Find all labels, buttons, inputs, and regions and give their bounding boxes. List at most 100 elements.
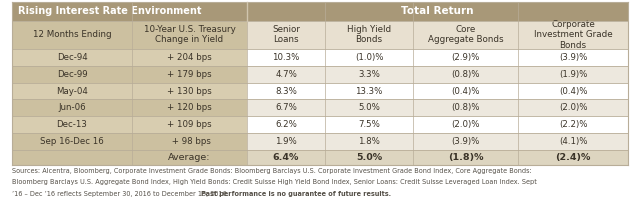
Bar bbox=[132, 83, 247, 99]
Text: 4.7%: 4.7% bbox=[275, 70, 297, 79]
Bar bbox=[12, 49, 132, 66]
Text: + 130 bps: + 130 bps bbox=[167, 86, 212, 95]
Bar bbox=[413, 99, 518, 116]
Text: (0.8)%: (0.8)% bbox=[451, 70, 480, 79]
Text: (2.4)%: (2.4)% bbox=[556, 153, 591, 162]
Text: + 98 bps: + 98 bps bbox=[168, 137, 211, 146]
Bar bbox=[247, 49, 325, 66]
Text: Core
Aggregate Bonds: Core Aggregate Bonds bbox=[428, 25, 503, 44]
Bar bbox=[132, 66, 247, 83]
Bar bbox=[325, 83, 413, 99]
Text: Total Return: Total Return bbox=[401, 6, 474, 16]
Text: May-04: May-04 bbox=[56, 86, 88, 95]
Text: 12 Months Ending: 12 Months Ending bbox=[33, 30, 111, 39]
Bar bbox=[413, 116, 518, 133]
Text: (0.4)%: (0.4)% bbox=[451, 86, 480, 95]
Bar bbox=[132, 21, 247, 49]
Bar bbox=[518, 49, 628, 66]
Text: (0.8)%: (0.8)% bbox=[451, 103, 480, 112]
Bar bbox=[325, 49, 413, 66]
Text: 7.5%: 7.5% bbox=[358, 120, 380, 129]
Bar bbox=[12, 66, 132, 83]
Text: (1.9)%: (1.9)% bbox=[559, 70, 587, 79]
Text: 10.3%: 10.3% bbox=[272, 53, 300, 62]
Text: (2.0)%: (2.0)% bbox=[451, 120, 480, 129]
Text: 3.3%: 3.3% bbox=[358, 70, 380, 79]
Bar bbox=[247, 21, 325, 49]
Text: 6.7%: 6.7% bbox=[275, 103, 297, 112]
Text: + 120 bps: + 120 bps bbox=[167, 103, 212, 112]
Text: Rising Interest Rate Environment: Rising Interest Rate Environment bbox=[18, 6, 202, 16]
Text: Past performance is no guarantee of future results.: Past performance is no guarantee of futu… bbox=[201, 191, 391, 197]
Bar bbox=[413, 49, 518, 66]
Text: Dec-99: Dec-99 bbox=[57, 70, 87, 79]
Bar bbox=[325, 66, 413, 83]
Text: 5.0%: 5.0% bbox=[356, 153, 382, 162]
Bar bbox=[518, 133, 628, 150]
Text: (3.9)%: (3.9)% bbox=[559, 53, 587, 62]
Bar bbox=[247, 66, 325, 83]
Bar bbox=[325, 116, 413, 133]
Text: Sources: Alcentra, Bloomberg, Corporate Investment Grade Bonds: Bloomberg Barcla: Sources: Alcentra, Bloomberg, Corporate … bbox=[12, 168, 532, 174]
Bar bbox=[518, 99, 628, 116]
Text: Average:: Average: bbox=[168, 153, 211, 162]
Text: + 204 bps: + 204 bps bbox=[167, 53, 212, 62]
Text: 6.4%: 6.4% bbox=[273, 153, 299, 162]
Text: Dec-94: Dec-94 bbox=[56, 53, 88, 62]
Bar bbox=[518, 66, 628, 83]
Bar bbox=[247, 2, 628, 21]
Bar bbox=[413, 133, 518, 150]
Text: Bloomberg Barclays U.S. Aggregate Bond Index, High Yield Bonds: Credit Suisse Hi: Bloomberg Barclays U.S. Aggregate Bond I… bbox=[12, 179, 537, 185]
Text: Sep 16-Dec 16: Sep 16-Dec 16 bbox=[40, 137, 104, 146]
Bar bbox=[132, 49, 247, 66]
Text: Corporate
Investment Grade
Bonds: Corporate Investment Grade Bonds bbox=[534, 20, 612, 50]
Text: Senior
Loans: Senior Loans bbox=[272, 25, 300, 44]
Text: (3.9)%: (3.9)% bbox=[451, 137, 480, 146]
Bar bbox=[12, 133, 132, 150]
Text: (1.0)%: (1.0)% bbox=[355, 53, 383, 62]
Text: 5.0%: 5.0% bbox=[358, 103, 380, 112]
Bar bbox=[12, 2, 247, 21]
Bar bbox=[413, 83, 518, 99]
Bar bbox=[132, 150, 247, 165]
Text: 1.9%: 1.9% bbox=[275, 137, 297, 146]
Text: + 179 bps: + 179 bps bbox=[167, 70, 212, 79]
Text: (2.2)%: (2.2)% bbox=[559, 120, 588, 129]
Bar bbox=[12, 116, 132, 133]
Bar bbox=[247, 150, 325, 165]
Text: + 109 bps: + 109 bps bbox=[167, 120, 212, 129]
Bar bbox=[325, 133, 413, 150]
Bar bbox=[132, 133, 247, 150]
Bar bbox=[247, 116, 325, 133]
Text: (4.1)%: (4.1)% bbox=[559, 137, 588, 146]
Bar bbox=[413, 21, 518, 49]
Bar bbox=[518, 83, 628, 99]
Text: 8.3%: 8.3% bbox=[275, 86, 297, 95]
Text: ’16 – Dec ’16 reflects September 30, 2016 to December 15, 2016.: ’16 – Dec ’16 reflects September 30, 201… bbox=[12, 191, 231, 197]
Bar bbox=[325, 150, 413, 165]
Text: 10-Year U.S. Treasury
Change in Yield: 10-Year U.S. Treasury Change in Yield bbox=[143, 25, 236, 44]
Bar bbox=[12, 83, 132, 99]
Text: 1.8%: 1.8% bbox=[358, 137, 380, 146]
Bar bbox=[413, 66, 518, 83]
Bar bbox=[247, 133, 325, 150]
Bar bbox=[247, 99, 325, 116]
Bar bbox=[325, 21, 413, 49]
Text: (2.0)%: (2.0)% bbox=[559, 103, 588, 112]
Text: (2.9)%: (2.9)% bbox=[451, 53, 480, 62]
Bar bbox=[12, 150, 132, 165]
Bar bbox=[12, 21, 132, 49]
Bar bbox=[518, 116, 628, 133]
Bar bbox=[12, 99, 132, 116]
Text: Dec-13: Dec-13 bbox=[56, 120, 88, 129]
Text: (0.4)%: (0.4)% bbox=[559, 86, 588, 95]
Text: Jun-06: Jun-06 bbox=[58, 103, 86, 112]
Text: 13.3%: 13.3% bbox=[355, 86, 383, 95]
Bar bbox=[132, 99, 247, 116]
Bar bbox=[325, 99, 413, 116]
Text: (1.8)%: (1.8)% bbox=[448, 153, 483, 162]
Bar bbox=[518, 150, 628, 165]
Text: 6.2%: 6.2% bbox=[275, 120, 297, 129]
Bar bbox=[518, 21, 628, 49]
Text: High Yield
Bonds: High Yield Bonds bbox=[347, 25, 391, 44]
